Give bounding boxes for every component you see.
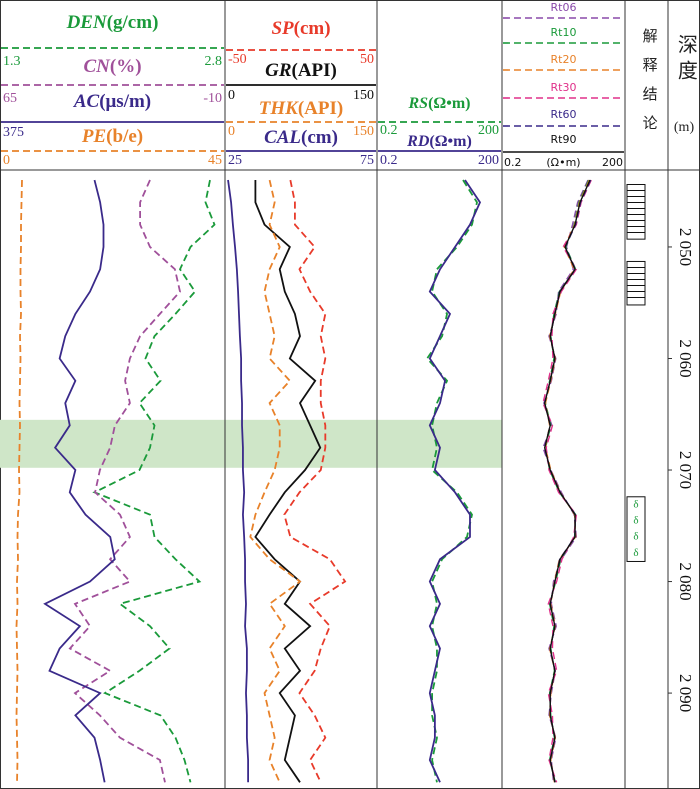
scale-max: 45 <box>208 153 222 168</box>
curve-unit: (μs/m) <box>99 91 151 112</box>
curve-name: THK <box>259 98 299 119</box>
legend-label: Rt06 <box>551 1 577 14</box>
legend-label: Rt90 <box>551 133 577 146</box>
scale-min: 0 <box>3 153 10 168</box>
interval-symbol: δ <box>633 498 638 510</box>
scale-min: 0.2 <box>380 153 398 168</box>
scale-min: 0.2 <box>380 123 398 138</box>
log-curve <box>15 180 23 783</box>
interval-symbol: δ <box>633 531 638 543</box>
scale-max: 200 <box>602 156 623 169</box>
scale-max: 2.8 <box>205 54 223 69</box>
log-curve <box>543 179 591 783</box>
scale-max: 200 <box>478 123 499 138</box>
depth-label: 2 090 <box>676 674 695 712</box>
scale-min: 1.3 <box>3 54 21 69</box>
curve-title: THK(API) <box>259 98 343 119</box>
scale-min: -50 <box>228 52 247 67</box>
curve-unit: (API) <box>298 98 343 119</box>
scale-max: 200 <box>478 153 499 168</box>
curve-name: RD <box>406 133 430 150</box>
scale-max: -10 <box>203 91 222 106</box>
curve-name: SP <box>271 18 294 39</box>
highlight-band <box>0 419 502 468</box>
depth-unit: (m) <box>674 120 695 135</box>
curve-name: GR <box>265 60 291 81</box>
curve-unit: (%) <box>110 56 142 77</box>
interval-box <box>626 260 646 306</box>
curve-title: RD(Ω•m) <box>406 133 472 150</box>
interval-symbol: δ <box>633 547 638 559</box>
depth-label: 2 080 <box>676 562 695 600</box>
curve-name: RS <box>408 95 429 112</box>
curve-unit: (cm) <box>301 127 338 148</box>
interval-symbol: δ <box>633 515 638 527</box>
curve-title: GR(API) <box>265 60 337 81</box>
scale-min: 375 <box>3 125 24 140</box>
scale-min: 25 <box>228 153 242 168</box>
legend-label: Rt20 <box>551 53 577 66</box>
log-curve <box>249 179 302 783</box>
scale-unit: (Ω•m) <box>546 156 580 169</box>
log-curve <box>227 179 249 783</box>
log-curve <box>428 179 482 783</box>
depth-label: 2 070 <box>676 451 695 489</box>
curve-title: DEN(g/cm) <box>66 12 159 33</box>
curve-unit: (API) <box>292 60 337 81</box>
curve-title: RS(Ω•m) <box>408 95 471 112</box>
curve-unit: (cm) <box>294 18 331 39</box>
curve-unit: (b/e) <box>106 126 143 147</box>
curve-title: PE(b/e) <box>81 126 143 147</box>
curve-name: DEN <box>66 12 108 33</box>
curve-name: PE <box>81 126 106 147</box>
scale-max: 75 <box>360 153 374 168</box>
scale-max: 150 <box>353 88 374 103</box>
legend-label: Rt10 <box>551 26 577 39</box>
interval-box <box>626 183 646 240</box>
scale-min: 0 <box>228 124 235 139</box>
curve-name: CN <box>83 56 111 77</box>
log-curve <box>542 179 592 783</box>
depth-label: 2 050 <box>676 228 695 266</box>
curve-name: AC <box>73 91 100 112</box>
log-curve <box>283 179 347 783</box>
legend-label: Rt30 <box>551 81 577 94</box>
curve-title: AC(μs/m) <box>73 91 151 112</box>
scale-min: 0.2 <box>504 156 522 169</box>
depth-label: 2 060 <box>676 339 695 377</box>
log-curve <box>43 179 116 783</box>
log-curve <box>426 179 478 783</box>
log-curve <box>254 180 322 783</box>
scale-min: 0 <box>228 88 235 103</box>
scale-max: 50 <box>360 52 374 67</box>
interpretation-title: 解释结论 <box>641 28 658 144</box>
depth-title: 深度 <box>674 34 697 86</box>
log-curve <box>68 179 181 783</box>
curve-title: CAL(cm) <box>264 127 338 148</box>
interval-box <box>626 496 646 562</box>
log-curve <box>92 179 216 783</box>
curve-unit: (g/cm) <box>107 12 159 33</box>
curve-title: SP(cm) <box>271 18 330 39</box>
scale-max: 150 <box>353 124 374 139</box>
curve-unit: (Ω•m) <box>429 133 471 150</box>
curve-unit: (Ω•m) <box>428 95 470 112</box>
curve-title: CN(%) <box>83 56 141 77</box>
curve-name: CAL <box>264 127 301 148</box>
legend-label: Rt60 <box>551 108 577 121</box>
scale-min: 65 <box>3 91 17 106</box>
